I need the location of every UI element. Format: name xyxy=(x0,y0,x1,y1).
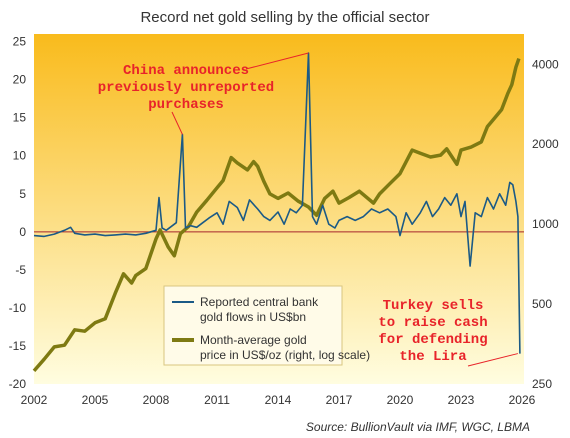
x-tick-label: 2026 xyxy=(509,393,536,407)
y-right-axis: 4000 2000 1000 500 250 xyxy=(532,57,559,391)
annotation-turkey-line-3: for defending xyxy=(378,332,487,348)
annotation-pointer xyxy=(467,353,519,367)
y-left-tick-label: 15 xyxy=(13,111,27,125)
annotations: China announces previously unreported pu… xyxy=(98,52,519,367)
y-left-tick-label: 0 xyxy=(19,225,26,239)
legend-label-flows-1: Reported central bank xyxy=(200,295,319,309)
y-left-tick-label: 10 xyxy=(13,149,27,163)
y-right-tick-label: 4000 xyxy=(532,57,559,71)
x-tick-label: 2020 xyxy=(387,393,414,407)
y-left-axis: 25 20 15 10 5 0 -5 -10 -15 -20 xyxy=(9,35,27,391)
annotation-china-line-2: previously unreported xyxy=(98,80,274,96)
y-right-tick-label: 500 xyxy=(532,297,552,311)
y-left-tick-label: 5 xyxy=(19,187,26,201)
legend-box xyxy=(163,285,343,366)
y-left-tick-label: -15 xyxy=(9,339,27,353)
x-tick-label: 2014 xyxy=(265,393,292,407)
y-left-tick-label: -10 xyxy=(9,301,27,315)
x-tick-label: 2017 xyxy=(326,393,353,407)
series-gold-price-line xyxy=(32,58,521,373)
legend: Reported central bank gold flows in US$b… xyxy=(163,285,370,366)
source-note: Source: BullionVault via IMF, WGC, LBMA xyxy=(306,420,530,434)
x-tick-label: 2011 xyxy=(204,393,230,407)
annotation-china-line-3: purchases xyxy=(148,97,224,113)
x-tick-label: 2002 xyxy=(21,393,48,407)
series-layer xyxy=(32,52,521,373)
annotation-turkey-line-1: Turkey sells xyxy=(383,298,484,314)
y-left-tick-label: 25 xyxy=(13,35,27,49)
annotation-turkey-line-4: the Lira xyxy=(399,349,467,365)
legend-label-flows-2: gold flows in US$bn xyxy=(200,310,306,324)
annotation-china-line-1: China announces xyxy=(123,63,249,79)
y-left-tick-label: -20 xyxy=(9,377,27,391)
x-axis: 2002 2005 2008 2011 2014 2017 2020 2023 2026 xyxy=(21,393,536,407)
y-left-tick-label: -5 xyxy=(15,263,26,277)
x-tick-label: 2005 xyxy=(82,393,109,407)
annotation-turkey-line-2: to raise cash xyxy=(378,315,487,331)
x-tick-label: 2023 xyxy=(448,393,475,407)
y-right-tick-label: 1000 xyxy=(532,217,559,231)
annotation-pointer xyxy=(171,111,183,135)
annotation-pointer xyxy=(245,52,309,70)
series-central-bank-flows-line xyxy=(33,52,521,354)
legend-label-price-1: Month-average gold xyxy=(200,333,307,347)
chart-title: Record net gold selling by the official … xyxy=(140,9,429,26)
legend-label-price-2: price in US$/oz (right, log scale) xyxy=(200,348,370,362)
x-tick-label: 2008 xyxy=(143,393,170,407)
y-right-tick-label: 250 xyxy=(532,377,552,391)
y-right-tick-label: 2000 xyxy=(532,137,559,151)
y-left-tick-label: 20 xyxy=(13,73,27,87)
